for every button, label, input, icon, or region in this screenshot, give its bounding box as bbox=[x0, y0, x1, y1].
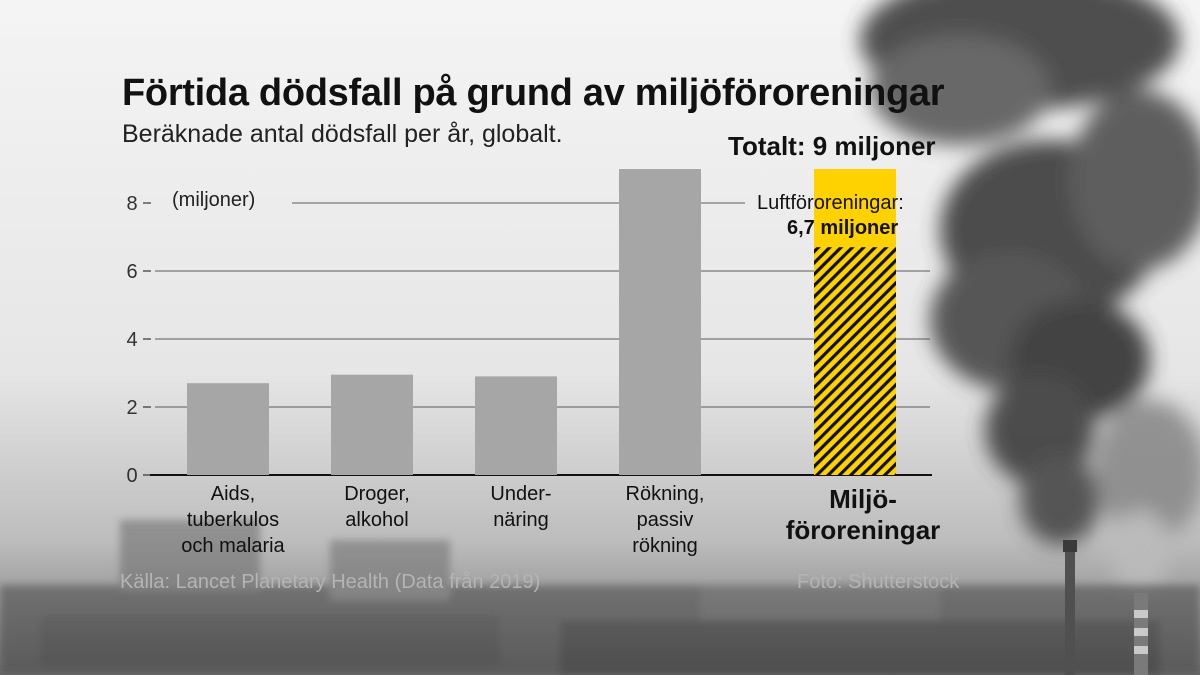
bar bbox=[619, 169, 701, 475]
chart-subtitle: Beräknade antal dödsfall per år, globalt… bbox=[122, 120, 563, 148]
category-label: Under-näring bbox=[490, 483, 551, 531]
y-axis-unit-label: (miljoner) bbox=[172, 189, 256, 211]
category-label: Droger, alkohol bbox=[344, 483, 410, 531]
category-label: Rökning, passiv rökning bbox=[626, 483, 705, 557]
annotation-air-pollution-label: Luftföroreningar: bbox=[757, 192, 904, 214]
annotation-air-pollution-value: 6,7 miljoner bbox=[787, 217, 899, 239]
y-tick-label: 0 bbox=[126, 465, 137, 487]
bar bbox=[475, 376, 557, 475]
total-label: Totalt: 9 miljoner bbox=[728, 131, 936, 161]
bar-highlight-solid bbox=[814, 169, 896, 248]
y-tick-label: 4 bbox=[126, 329, 137, 351]
y-tick-label: 8 bbox=[126, 193, 137, 215]
chart-title: Förtida dödsfall på grund av miljöförore… bbox=[122, 72, 945, 114]
y-tick-label: 6 bbox=[126, 261, 137, 283]
bar bbox=[331, 374, 413, 475]
bar bbox=[187, 383, 269, 475]
category-label-highlight: Miljö-föroreningar bbox=[786, 484, 941, 545]
photo-credit: Foto: Shutterstock bbox=[797, 571, 960, 593]
category-label: Aids, tuberkulos och malaria bbox=[181, 483, 285, 557]
bar-highlight-hatched bbox=[814, 247, 896, 475]
source-note: Källa: Lancet Planetary Health (Data frå… bbox=[120, 571, 541, 593]
y-tick-label: 2 bbox=[126, 397, 137, 419]
